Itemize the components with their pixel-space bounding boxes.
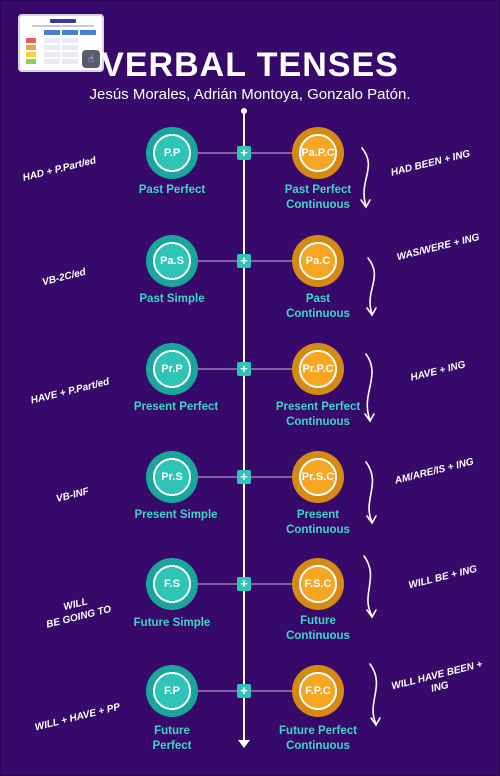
node-past-continuous[interactable]: Pa.C (292, 235, 344, 287)
curved-arrow-icon (367, 257, 376, 315)
curved-arrow-icon (365, 461, 374, 523)
label-future-simple: Future Simple (133, 617, 211, 629)
label-future-continuous: Future Continuous (286, 615, 350, 642)
node-present-perfect-continuous[interactable]: Pr.P.C (292, 343, 344, 395)
worksheet-thumbnail-icon[interactable]: ☝ (18, 14, 104, 72)
plus-icon[interactable]: + (237, 146, 251, 160)
curved-arrow-icon (361, 147, 370, 207)
node-present-perfect[interactable]: Pr.P (146, 343, 198, 395)
plus-icon[interactable]: + (237, 254, 251, 268)
label-past-continuous: Past Continuous (286, 293, 350, 320)
label-present-perfect: Present Perfect (133, 401, 219, 413)
node-past-perfect[interactable]: P.P (146, 127, 198, 179)
node-past-perfect-continuous[interactable]: Pa.P.C (292, 127, 344, 179)
node-future-perfect[interactable]: F.P (146, 665, 198, 717)
node-future-perfect-continuous[interactable]: F.P.C (292, 665, 344, 717)
plus-icon[interactable]: + (237, 577, 251, 591)
label-future-perfect: Future Perfect (152, 725, 192, 752)
timeline-start-dot (241, 108, 247, 114)
curved-arrow-icon (365, 353, 373, 421)
tap-hand-icon[interactable]: ☝ (82, 50, 100, 68)
page-title: VERBAL TENSES (101, 46, 399, 84)
node-past-simple[interactable]: Pa.S (146, 235, 198, 287)
node-future-simple[interactable]: F.S (146, 558, 198, 610)
label-past-perfect-continuous: Past Perfect Continuous (284, 184, 352, 211)
plus-icon[interactable]: + (237, 684, 251, 698)
label-present-simple: Present Simple (134, 509, 218, 521)
authors: Jesús Morales, Adrián Montoya, Gonzalo P… (89, 86, 411, 103)
node-present-continuous[interactable]: Pr.S.C (292, 451, 344, 503)
label-future-perfect-continuous: Future Perfect Continuous (279, 725, 357, 752)
label-past-perfect: Past Perfect (138, 184, 206, 196)
plus-icon[interactable]: + (237, 362, 251, 376)
timeline-arrowhead (238, 740, 250, 748)
node-future-continuous[interactable]: F.S.C (292, 558, 344, 610)
label-present-continuous: Present Continuous (286, 509, 350, 536)
curved-arrow-icon (363, 555, 373, 617)
label-past-simple: Past Simple (139, 293, 205, 305)
plus-icon[interactable]: + (237, 470, 251, 484)
label-present-perfect-continuous: Present Perfect Continuous (275, 401, 361, 428)
curved-arrow-icon (369, 663, 378, 725)
node-present-simple[interactable]: Pr.S (146, 451, 198, 503)
